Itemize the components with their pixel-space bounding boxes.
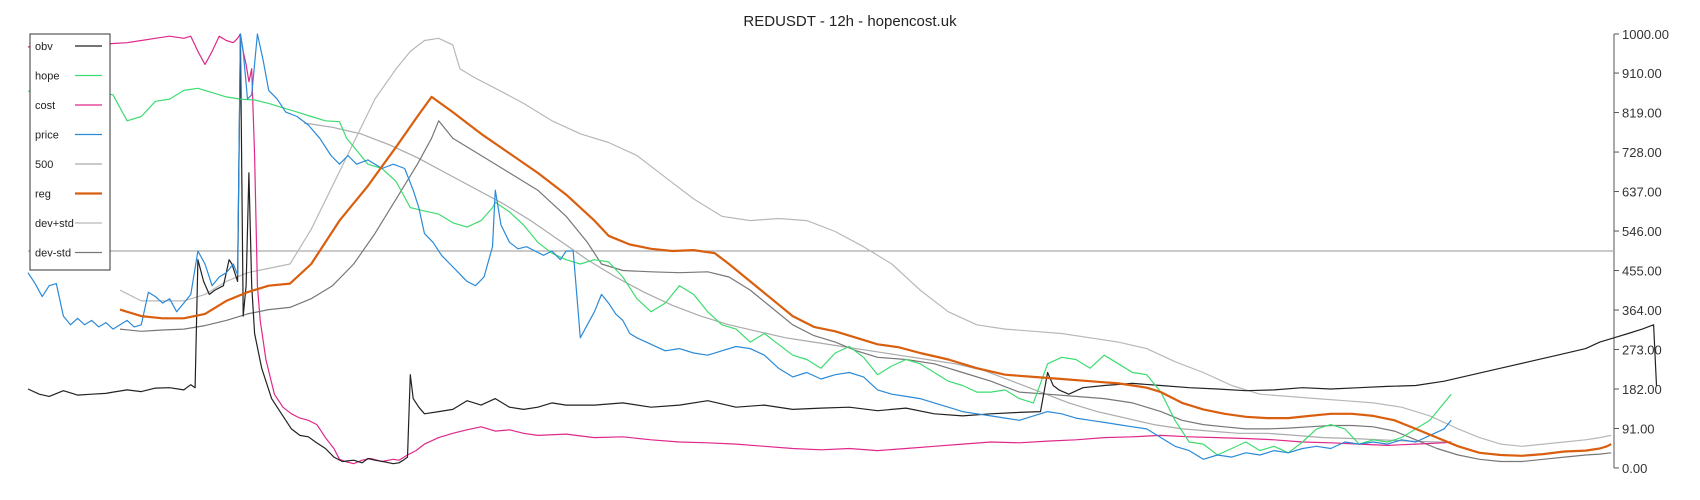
series-line-reg xyxy=(119,95,1612,457)
chart-title: REDUSDT - 12h - hopencost.uk xyxy=(743,13,957,30)
y-tick-label: 364.00 xyxy=(1622,303,1662,318)
series-line-cost xyxy=(27,33,1452,465)
legend-label: cost xyxy=(35,100,55,112)
legend-label: hope xyxy=(35,71,59,83)
y-tick-label: 91.00 xyxy=(1622,422,1655,437)
legend: obv hope cost price 500 reg dev+std dev-std xyxy=(29,33,111,271)
legend-label: price xyxy=(35,130,59,142)
series-line-500 xyxy=(304,122,1452,443)
series-line-dev-std xyxy=(119,37,1612,447)
legend-label: reg xyxy=(35,189,51,201)
y-tick-label: 182.00 xyxy=(1622,382,1662,397)
y-tick-label: 0.00 xyxy=(1622,461,1647,476)
series-line-dev-std xyxy=(119,120,1612,463)
legend-label: 500 xyxy=(35,159,53,171)
legend-box xyxy=(29,33,111,271)
y-tick-label: 728.00 xyxy=(1622,145,1662,160)
y-tick-label: 910.00 xyxy=(1622,66,1662,81)
series-layer xyxy=(27,33,1658,465)
series-line-hope xyxy=(27,85,1452,456)
y-tick-label: 819.00 xyxy=(1622,106,1662,121)
legend-label: obv xyxy=(35,41,53,53)
legend-label: dev+std xyxy=(35,218,74,230)
y-tick-label: 273.00 xyxy=(1622,343,1662,358)
legend-label: dev-std xyxy=(35,248,71,260)
y-tick-label: 637.00 xyxy=(1622,185,1662,200)
y-axis-ticks: 1000.00 910.00 819.00 728.00 637.00 546.00 455… xyxy=(1614,27,1669,476)
series-line-price xyxy=(27,33,1452,460)
y-tick-label: 455.00 xyxy=(1622,264,1662,279)
series-line-obv xyxy=(27,33,1658,465)
y-tick-label: 546.00 xyxy=(1622,224,1662,239)
y-tick-label: 1000.00 xyxy=(1622,27,1669,42)
